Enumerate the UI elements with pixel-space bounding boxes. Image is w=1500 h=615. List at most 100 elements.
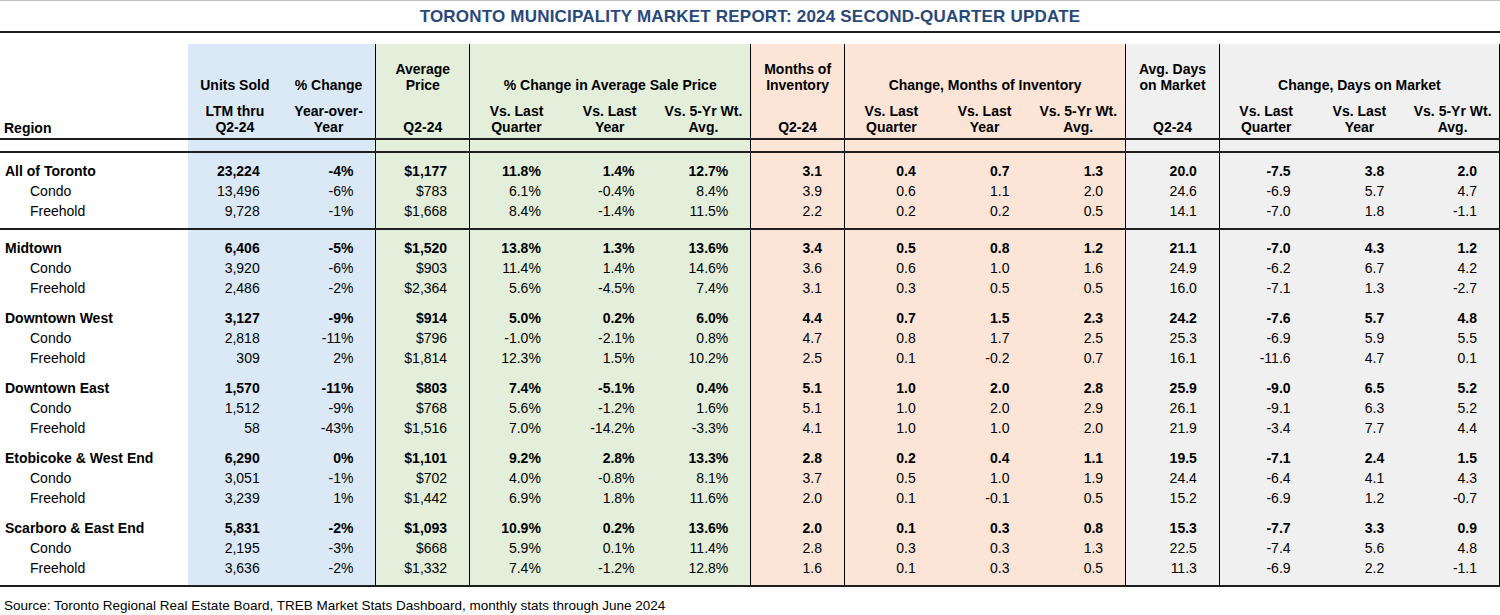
spacer-cell	[1031, 578, 1125, 585]
value-cell: 3,239	[188, 488, 282, 508]
value-cell: 1.0	[844, 398, 938, 418]
col-header-months-inventory: Months ofInventory	[750, 44, 844, 96]
spacer-cell	[750, 508, 844, 518]
subheader-dom-vs-5yr: Vs. 5-Yr Wt.Avg.	[1406, 96, 1500, 138]
value-cell: -2%	[282, 518, 376, 538]
value-cell: $914	[375, 308, 469, 328]
value-cell: -43%	[282, 418, 376, 438]
spacer-cell	[0, 438, 188, 448]
spacer-cell	[1125, 230, 1219, 238]
value-cell: 24.9	[1125, 258, 1219, 278]
value-cell: 6,290	[188, 448, 282, 468]
region-cell: Condo	[0, 468, 188, 488]
value-cell: 11.4%	[469, 258, 563, 278]
spacer-cell	[188, 368, 282, 378]
value-cell: 25.3	[1125, 328, 1219, 348]
value-cell: 0.1	[844, 518, 938, 538]
col-header-pct-change: % Change	[282, 44, 376, 96]
spacer-cell	[188, 508, 282, 518]
spacer-cell	[844, 298, 938, 308]
value-cell: 2.8%	[563, 448, 657, 468]
value-cell: 6.0%	[657, 308, 751, 328]
value-cell: 3.4	[750, 238, 844, 258]
value-cell: $803	[375, 378, 469, 398]
value-cell: -9.1	[1219, 398, 1313, 418]
spacer-cell	[1125, 368, 1219, 378]
value-cell: 3.7	[750, 468, 844, 488]
value-cell: $796	[375, 328, 469, 348]
value-cell: $1,093	[375, 518, 469, 538]
value-cell: $1,442	[375, 488, 469, 508]
value-cell: 309	[188, 348, 282, 368]
value-cell: 15.2	[1125, 488, 1219, 508]
value-cell: 0.1	[844, 348, 938, 368]
spacer-cell	[938, 438, 1032, 448]
subheader-dom-vs-last-quarter: Vs. LastQuarter	[1219, 96, 1313, 138]
value-cell: 4.8	[1406, 308, 1500, 328]
value-cell: 2%	[282, 348, 376, 368]
value-cell: 16.0	[1125, 278, 1219, 298]
spacer-cell	[1219, 153, 1313, 161]
spacer-cell	[1219, 221, 1313, 228]
value-cell: -1.2%	[563, 398, 657, 418]
spacer-cell	[375, 153, 469, 161]
spacer-cell	[750, 368, 844, 378]
value-cell: 4.7	[1406, 181, 1500, 201]
value-cell: $702	[375, 468, 469, 488]
value-cell: 1,570	[188, 378, 282, 398]
value-cell: -7.1	[1219, 448, 1313, 468]
value-cell: 3.8	[1313, 161, 1407, 181]
spacer-cell	[469, 221, 563, 228]
spacer-cell	[188, 221, 282, 228]
value-cell: -3.4	[1219, 418, 1313, 438]
value-cell: 11.6%	[657, 488, 751, 508]
spacer-cell	[469, 578, 563, 585]
value-cell: -0.1	[938, 488, 1032, 508]
spacer-cell	[188, 230, 282, 238]
spacer-cell	[938, 153, 1032, 161]
value-cell: -0.7	[1406, 488, 1500, 508]
value-cell: 0.8	[844, 328, 938, 348]
spacer-cell	[469, 298, 563, 308]
value-cell: 21.1	[1125, 238, 1219, 258]
value-cell: -6.2	[1219, 258, 1313, 278]
source-note: Source: Toronto Regional Real Estate Boa…	[0, 598, 1500, 614]
spacer-cell	[1125, 298, 1219, 308]
value-cell: 8.4%	[469, 201, 563, 221]
spacer-cell	[1313, 368, 1407, 378]
value-cell: 25.9	[1125, 378, 1219, 398]
spacer-cell	[1406, 153, 1500, 161]
value-cell: 0.8	[1031, 518, 1125, 538]
spacer-cell	[563, 368, 657, 378]
value-cell: 24.2	[1125, 308, 1219, 328]
value-cell: -11%	[282, 328, 376, 348]
value-cell: $768	[375, 398, 469, 418]
value-cell: 16.1	[1125, 348, 1219, 368]
spacer-cell	[750, 298, 844, 308]
col-header-region: Region	[0, 44, 188, 138]
value-cell: 1.3	[1031, 538, 1125, 558]
market-report-table: All of Toronto23,224-4%$1,17711.8%1.4%12…	[0, 138, 1500, 587]
value-cell: $783	[375, 181, 469, 201]
value-cell: 0.5	[1031, 488, 1125, 508]
value-cell: 2,818	[188, 328, 282, 348]
spacer-cell	[469, 368, 563, 378]
value-cell: -3%	[282, 538, 376, 558]
subheader-moi-vs-last-year: Vs. LastYear	[938, 96, 1032, 138]
spacer-cell	[1313, 221, 1407, 228]
spacer-cell	[1313, 140, 1407, 151]
spacer-cell	[657, 140, 751, 151]
spacer-cell	[1031, 153, 1125, 161]
value-cell: -7.7	[1219, 518, 1313, 538]
value-cell: 1.0	[938, 258, 1032, 278]
subheader-average-price: Q2-24	[375, 96, 469, 138]
value-cell: 0.4	[938, 448, 1032, 468]
value-cell: 7.7	[1313, 418, 1407, 438]
value-cell: 0.7	[938, 161, 1032, 181]
value-cell: 5.0%	[469, 308, 563, 328]
value-cell: -7.5	[1219, 161, 1313, 181]
region-cell: Freehold	[0, 348, 188, 368]
value-cell: 2.0	[938, 398, 1032, 418]
spacer-cell	[375, 578, 469, 585]
value-cell: -6%	[282, 181, 376, 201]
